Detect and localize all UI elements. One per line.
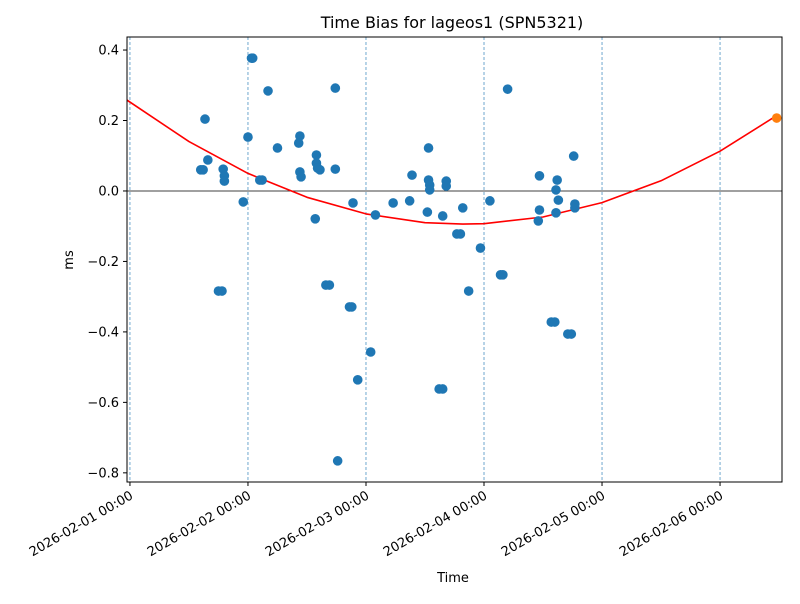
data-point	[570, 203, 580, 213]
data-point	[551, 185, 561, 195]
y-tick-label: −0.8	[87, 466, 119, 481]
latest-point	[771, 113, 782, 123]
data-point	[324, 280, 335, 290]
data-point	[498, 270, 508, 280]
data-point	[198, 165, 208, 175]
data-point	[568, 151, 579, 161]
data-point	[332, 456, 343, 466]
data-point	[534, 205, 545, 215]
data-point	[441, 181, 452, 191]
data-point	[437, 211, 448, 221]
y-tick-label: 0.0	[98, 184, 119, 199]
data-point	[407, 170, 417, 180]
data-point	[457, 203, 468, 213]
y-axis-label: ms	[62, 250, 77, 270]
data-point	[552, 175, 562, 185]
data-point	[295, 131, 305, 141]
y-tick-label: 0.2	[98, 114, 119, 129]
data-point	[422, 207, 433, 217]
data-point	[247, 53, 258, 63]
y-tick-label: 0.4	[98, 44, 119, 59]
data-point	[437, 384, 448, 394]
y-tick-label: −0.6	[87, 396, 119, 411]
data-point	[296, 172, 306, 182]
data-point	[238, 197, 249, 207]
data-point	[348, 198, 358, 208]
data-point	[347, 302, 357, 312]
data-point	[315, 165, 325, 175]
data-point	[352, 375, 363, 385]
x-axis-label: Time	[436, 571, 469, 586]
data-point	[200, 114, 210, 124]
data-point	[485, 196, 495, 206]
data-point	[550, 317, 560, 327]
data-point	[219, 176, 230, 186]
fit-line	[126, 99, 778, 225]
data-point	[330, 164, 341, 174]
y-axis: 0.4 0.2 0.0 −0.2 −0.4 −0.6 −0.8	[87, 44, 127, 481]
data-point	[534, 171, 545, 181]
data-point	[365, 347, 376, 357]
data-point	[404, 196, 415, 206]
data-point	[311, 150, 322, 160]
y-tick-label: −0.2	[87, 255, 119, 270]
data-point	[566, 329, 577, 339]
data-point	[553, 195, 564, 205]
data-point	[203, 155, 213, 165]
data-point	[533, 216, 544, 226]
data-point	[423, 143, 434, 153]
fit-curve	[126, 99, 778, 225]
y-tick-label: −0.4	[87, 325, 119, 340]
plot-frame	[126, 36, 783, 483]
data-point	[370, 210, 381, 220]
data-point	[551, 208, 561, 218]
data-point	[424, 185, 435, 195]
data-point	[243, 132, 253, 142]
data-point	[502, 84, 513, 94]
data-point	[272, 143, 283, 153]
data-points	[195, 53, 782, 466]
data-point	[310, 214, 321, 224]
gridlines	[129, 37, 721, 482]
data-point	[263, 86, 273, 96]
data-point	[475, 243, 486, 253]
data-point	[257, 175, 267, 185]
data-point	[293, 138, 304, 148]
chart-title: Time Bias for lageos1 (SPN5321)	[320, 13, 584, 32]
data-point	[455, 229, 466, 239]
data-point	[463, 286, 474, 296]
data-point	[330, 83, 341, 93]
data-point	[388, 198, 398, 208]
data-point	[217, 286, 227, 296]
